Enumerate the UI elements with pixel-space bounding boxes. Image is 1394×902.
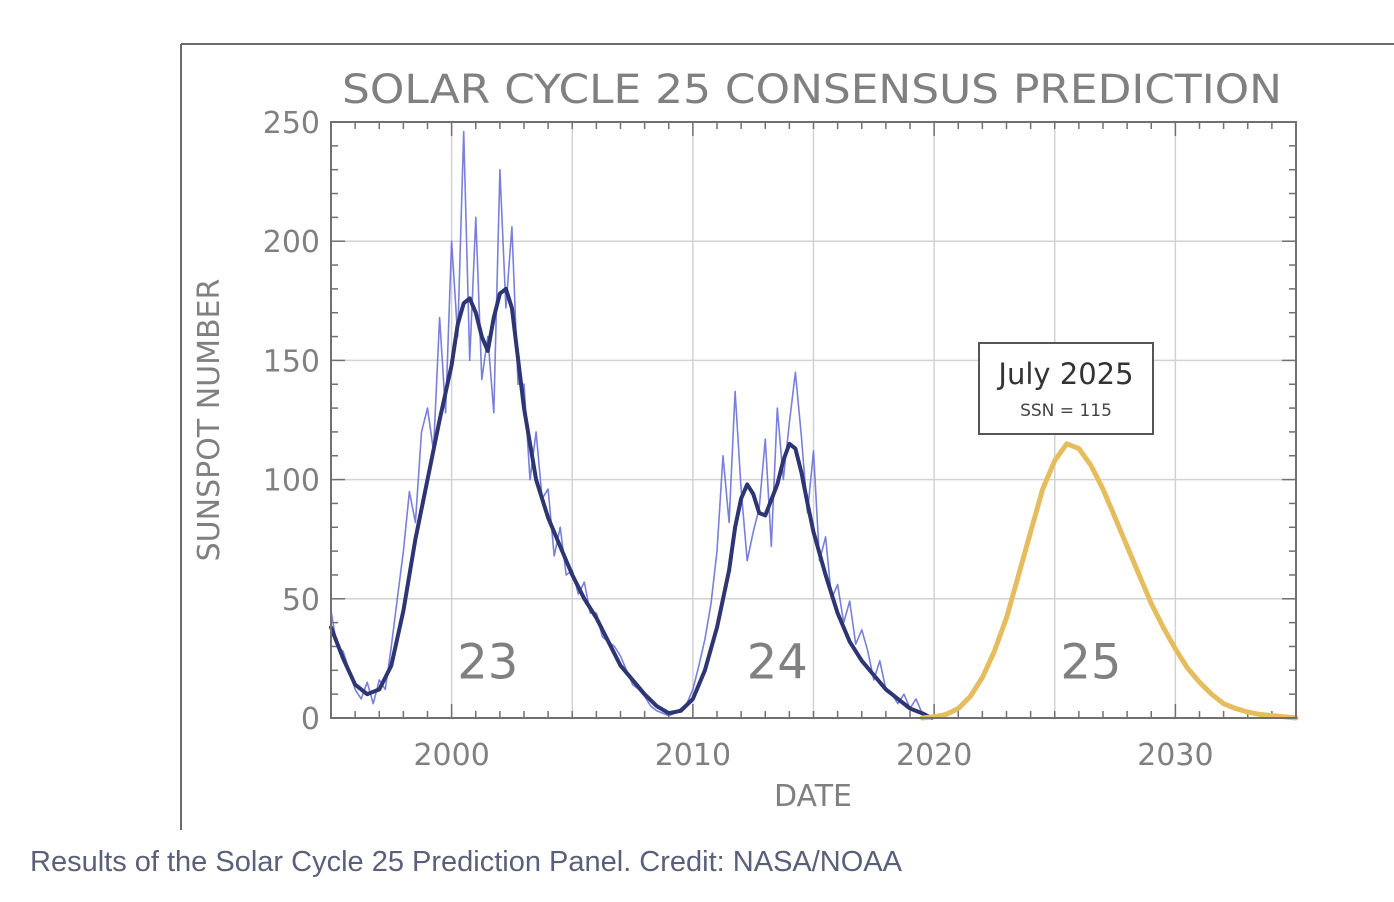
y-axis-label: SUNSPOT NUMBER: [192, 279, 227, 562]
y-tick-label: 150: [263, 344, 320, 379]
x-axis-label: DATE: [774, 779, 852, 814]
y-tick-label: 0: [301, 702, 320, 737]
y-tick-label: 50: [282, 583, 320, 618]
cycle-label: 23: [457, 634, 518, 690]
axis-text: 2000 2010 2020 2030 0 50 100 150 200 250 23 24 25: [263, 106, 1214, 773]
cycle-label: 25: [1060, 634, 1121, 690]
plot-border: [330, 121, 1297, 719]
cycle-label: 24: [747, 634, 808, 690]
peak-annotation-title: July 2025: [996, 357, 1133, 391]
x-tick-label: 2000: [413, 738, 489, 773]
grid-lines: [331, 122, 1296, 718]
series-line-monthly: [330, 130, 923, 717]
x-tick-label: 2010: [655, 738, 731, 773]
x-tick-label: 2020: [896, 738, 972, 773]
figure-caption: Results of the Solar Cycle 25 Prediction…: [30, 846, 902, 878]
series-line-prediction: [919, 441, 1299, 721]
series-layer: [329, 130, 1299, 721]
y-tick-label: 100: [263, 464, 320, 499]
y-tick-label: 250: [263, 106, 320, 141]
chart-title: SOLAR CYCLE 25 CONSENSUS PREDICTION: [342, 67, 1282, 113]
y-tick-label: 200: [263, 225, 320, 260]
x-tick-label: 2030: [1137, 738, 1213, 773]
chart-svg: 2000 2010 2020 2030 0 50 100 150 200 250 23 24 25 SO…: [180, 43, 1394, 830]
peak-annotation-value: SSN = 115: [1020, 401, 1112, 421]
series-line-smoothed: [329, 286, 934, 720]
solar-cycle-chart: 2000 2010 2020 2030 0 50 100 150 200 250 23 24 25 SO…: [180, 43, 1394, 830]
minor-ticks: [331, 122, 1296, 718]
peak-annotation: July 2025 SSN = 115: [978, 342, 1154, 435]
peak-annotation-box: [978, 342, 1154, 435]
